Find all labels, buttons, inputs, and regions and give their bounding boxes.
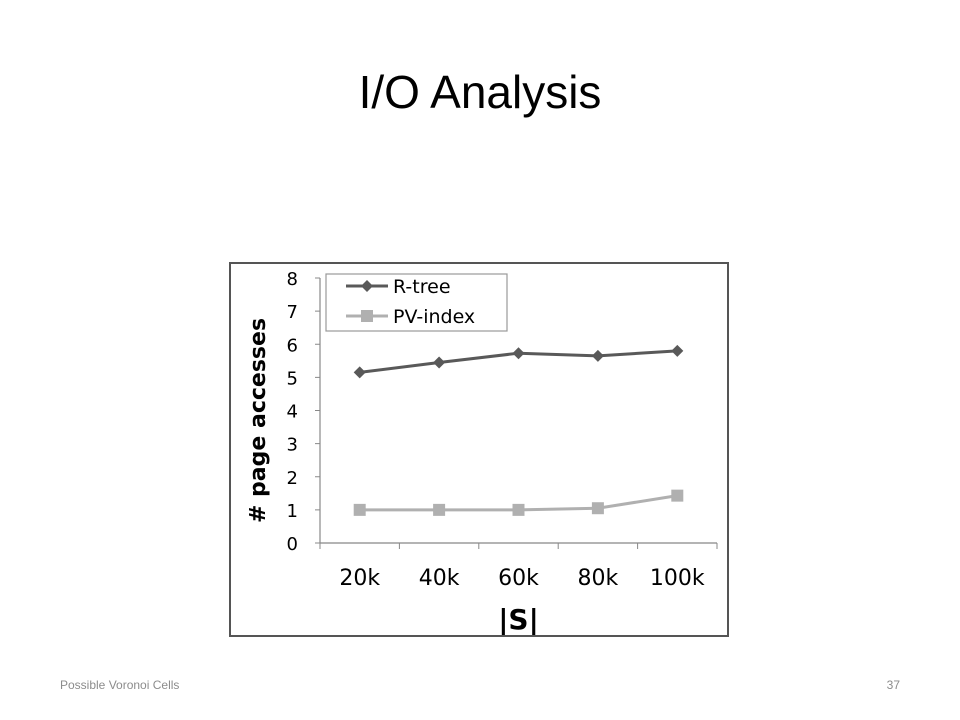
footer-text: Possible Voronoi Cells [60, 678, 180, 692]
y-tick-label: 1 [287, 501, 298, 522]
x-tick-label: 40k [419, 566, 460, 591]
data-point-r-tree [512, 347, 525, 360]
series-layer [353, 344, 684, 516]
x-tick-labels: 20k 40k 60k 80k 100k [339, 566, 705, 591]
slide-title: I/O Analysis [358, 66, 602, 118]
line-chart: 0 1 2 3 4 5 6 7 8 20k 40k 60k 80k 100k # page access… [246, 269, 718, 635]
y-axis-label: # page accesses [246, 318, 271, 523]
data-point-pv-index [433, 503, 446, 516]
y-tick-label: 6 [287, 335, 298, 356]
data-point-r-tree [433, 356, 446, 369]
data-point-pv-index [353, 503, 366, 516]
x-tick-label: 80k [578, 566, 619, 591]
legend-marker-r-tree [361, 280, 373, 292]
y-tick-label: 3 [287, 435, 298, 456]
legend-box [325, 273, 508, 332]
y-tick-label: 7 [287, 302, 298, 323]
data-point-r-tree [591, 349, 604, 362]
page-number: 37 [886, 678, 900, 692]
y-tick-labels: 0 1 2 3 4 5 6 7 8 [287, 269, 298, 555]
data-point-pv-index [512, 503, 525, 516]
chart-frame: 0 1 2 3 4 5 6 7 8 20k 40k 60k 80k 100k # page access… [229, 262, 729, 637]
x-tick-label: 100k [650, 566, 705, 591]
legend: R-tree PV-index [325, 273, 508, 332]
data-point-pv-index [591, 502, 604, 515]
data-point-r-tree [353, 366, 366, 379]
y-tick-label: 0 [287, 534, 298, 555]
y-tick-label: 2 [287, 468, 298, 489]
data-point-r-tree [671, 344, 684, 357]
legend-label-r-tree: R-tree [393, 276, 451, 298]
y-tick-label: 5 [287, 368, 298, 389]
legend-label-pv-index: PV-index [393, 306, 475, 328]
y-tick-label: 8 [287, 269, 298, 290]
y-tick-label: 4 [287, 402, 298, 423]
x-tick-label: 20k [339, 566, 380, 591]
chart-axes [315, 277, 718, 549]
x-tick-label: 60k [498, 566, 539, 591]
data-point-pv-index [671, 489, 684, 502]
x-axis-label: |S| [498, 603, 539, 635]
legend-marker-pv-index [361, 310, 373, 322]
